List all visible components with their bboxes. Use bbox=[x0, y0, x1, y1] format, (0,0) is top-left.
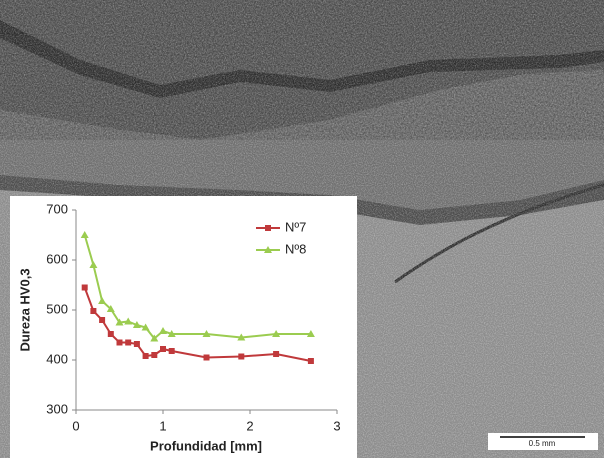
data-point bbox=[167, 330, 176, 337]
x-tick-label: 3 bbox=[333, 418, 340, 433]
data-point bbox=[89, 261, 98, 268]
y-tick-label: 300 bbox=[46, 401, 68, 416]
data-point bbox=[81, 284, 88, 291]
data-point bbox=[202, 330, 211, 337]
data-point bbox=[203, 354, 210, 361]
data-point bbox=[160, 346, 166, 352]
legend-marker bbox=[265, 225, 271, 231]
y-tick-label: 400 bbox=[46, 351, 68, 366]
data-point bbox=[115, 318, 124, 326]
data-point bbox=[168, 348, 175, 354]
data-point bbox=[133, 341, 140, 347]
chart-panel bbox=[10, 196, 357, 458]
data-point bbox=[272, 330, 281, 337]
y-axis-title: Dureza HV0,3 bbox=[17, 268, 32, 351]
data-point bbox=[124, 317, 133, 325]
data-point bbox=[238, 353, 245, 360]
data-point bbox=[141, 323, 150, 331]
x-tick-label: 1 bbox=[159, 418, 166, 433]
data-point bbox=[99, 317, 106, 323]
data-point bbox=[132, 321, 141, 328]
data-point bbox=[125, 339, 132, 346]
data-point bbox=[90, 308, 97, 314]
y-tick-label: 700 bbox=[46, 201, 68, 216]
data-point bbox=[273, 351, 280, 357]
x-tick-label: 2 bbox=[246, 418, 253, 433]
scale-bar-label: 0.5 mm bbox=[529, 439, 556, 448]
data-point bbox=[107, 331, 114, 337]
data-point bbox=[150, 334, 159, 342]
legend-label: Nº7 bbox=[285, 219, 306, 234]
data-point bbox=[80, 231, 89, 238]
data-point bbox=[306, 330, 315, 337]
data-point bbox=[159, 327, 167, 334]
legend-marker bbox=[264, 246, 272, 253]
data-point bbox=[151, 352, 158, 358]
data-point bbox=[98, 297, 107, 304]
data-point bbox=[237, 333, 246, 341]
y-tick-label: 600 bbox=[46, 251, 68, 266]
data-point bbox=[307, 358, 314, 364]
y-tick-label: 500 bbox=[46, 301, 68, 316]
data-point bbox=[116, 339, 123, 346]
data-point bbox=[142, 353, 149, 359]
legend-label: Nº8 bbox=[285, 241, 306, 256]
x-axis-title: Profundidad [mm] bbox=[150, 438, 262, 453]
scale-bar: 0.5 mm bbox=[488, 433, 598, 450]
data-point bbox=[106, 305, 115, 312]
x-tick-label: 0 bbox=[72, 418, 79, 433]
